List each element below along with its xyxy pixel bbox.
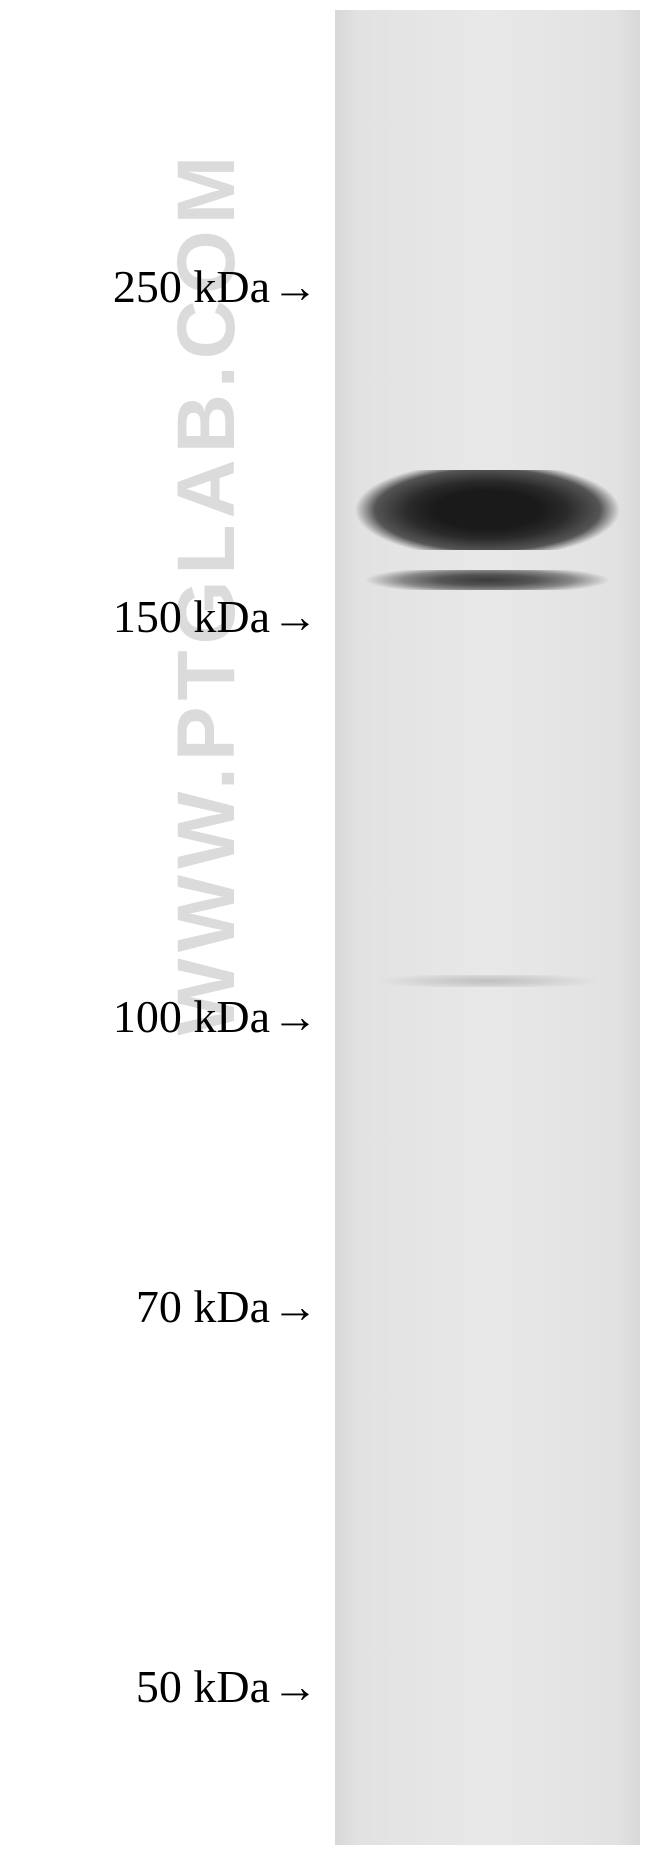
protein-band-main bbox=[355, 470, 620, 550]
marker-arrow-icon: → bbox=[272, 1280, 318, 1333]
marker-70kda: 70 kDa→ bbox=[136, 1280, 318, 1333]
marker-150kda: 150 kDa→ bbox=[113, 590, 318, 643]
marker-arrow-icon: → bbox=[272, 990, 318, 1043]
marker-label-text: 50 kDa bbox=[136, 1660, 270, 1713]
marker-50kda: 50 kDa→ bbox=[136, 1660, 318, 1713]
western-blot-container: WWW.PTGLAB.COM 250 kDa→ 150 kDa→ 100 kDa… bbox=[0, 0, 650, 1855]
marker-label-text: 150 kDa bbox=[113, 590, 270, 643]
marker-100kda: 100 kDa→ bbox=[113, 990, 318, 1043]
marker-label-text: 70 kDa bbox=[136, 1280, 270, 1333]
marker-label-text: 100 kDa bbox=[113, 990, 270, 1043]
protein-band-faint bbox=[375, 975, 600, 987]
marker-250kda: 250 kDa→ bbox=[113, 260, 318, 313]
blot-lane bbox=[335, 10, 640, 1845]
marker-label-text: 250 kDa bbox=[113, 260, 270, 313]
marker-arrow-icon: → bbox=[272, 1660, 318, 1713]
marker-arrow-icon: → bbox=[272, 590, 318, 643]
protein-band-secondary bbox=[365, 570, 610, 590]
marker-arrow-icon: → bbox=[272, 260, 318, 313]
